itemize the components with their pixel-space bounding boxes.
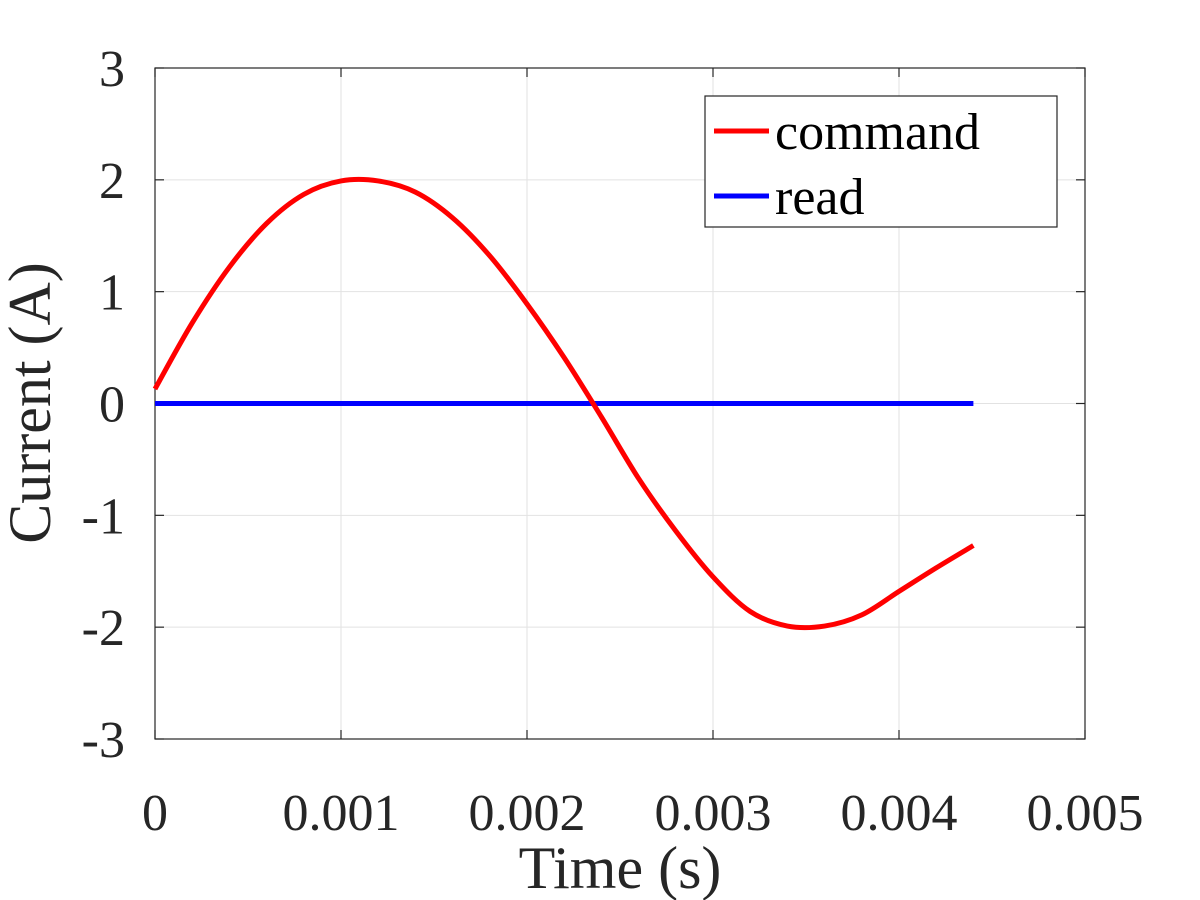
legend-box bbox=[704, 95, 1058, 228]
y-tick-label: 2 bbox=[99, 153, 125, 210]
y-tick-label: 0 bbox=[99, 377, 125, 434]
legend-label-command: command bbox=[775, 104, 980, 161]
y-tick-label: 1 bbox=[99, 265, 125, 322]
x-tick-label: 0 bbox=[142, 785, 168, 842]
axis-labels: Time (s) Current (A) bbox=[0, 262, 721, 900]
x-tick-label: 0.002 bbox=[469, 785, 586, 842]
y-tick-label: -3 bbox=[82, 712, 125, 769]
y-axis-title: Current (A) bbox=[0, 262, 63, 544]
series-lines bbox=[152, 176, 975, 631]
legend: command read bbox=[704, 95, 1058, 228]
x-tick-label: 0.001 bbox=[283, 785, 400, 842]
y-tick-label: -1 bbox=[82, 488, 125, 545]
x-axis-title: Time (s) bbox=[519, 835, 722, 900]
legend-label-read: read bbox=[775, 169, 864, 226]
x-tick-label: 0.005 bbox=[1027, 785, 1144, 842]
x-tick-label: 0.003 bbox=[655, 785, 772, 842]
y-tick-label: -2 bbox=[82, 600, 125, 657]
y-tick-label: 3 bbox=[99, 41, 125, 98]
series-line-command bbox=[152, 176, 975, 631]
x-tick-label: 0.004 bbox=[841, 785, 958, 842]
axes: 0 0.001 0.002 0.003 0.004 0.005 3 2 1 0 -1 -2 -3 bbox=[82, 41, 1144, 842]
